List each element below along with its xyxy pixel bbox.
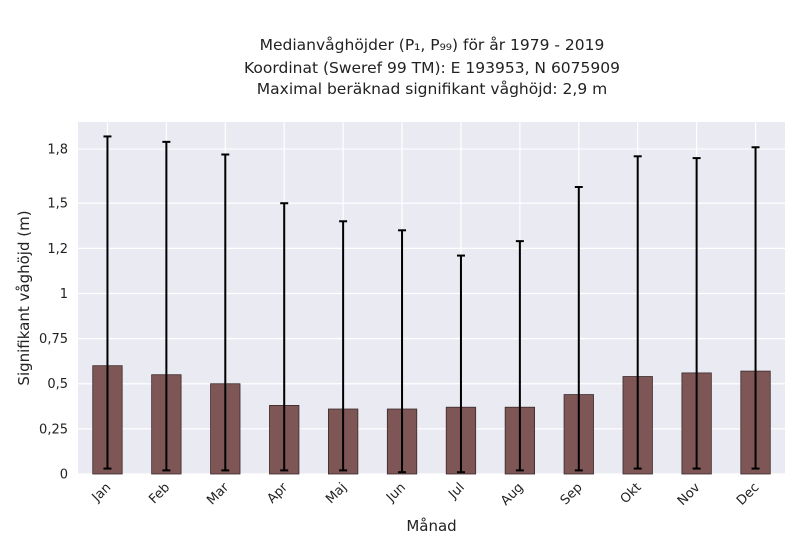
- error-bars: [103, 135, 760, 474]
- chart-title-line-3: Maximal beräknad signifikant våghöjd: 2,…: [256, 80, 608, 98]
- y-tick-label: 1,5: [47, 197, 68, 212]
- x-tick-label: Mar: [204, 480, 232, 508]
- x-tick-label: Nov: [675, 480, 704, 509]
- x-tick-label: Apr: [265, 480, 292, 507]
- x-tick-label: Jul: [445, 480, 467, 502]
- x-tick-label: Maj: [323, 480, 350, 507]
- y-axis-label: Signifikant våghöjd (m): [15, 210, 33, 385]
- y-tick-label: 1: [60, 287, 68, 302]
- y-tick-label: 0,75: [39, 332, 68, 347]
- x-axis-label: Månad: [406, 517, 456, 535]
- x-tick-label: Sep: [558, 480, 586, 508]
- x-tick-label: Feb: [146, 480, 173, 507]
- y-tick-label: 1,8: [47, 143, 68, 158]
- x-tick-label: Jun: [383, 480, 409, 506]
- x-tick-label: Dec: [734, 480, 762, 508]
- y-tick-label: 0,25: [39, 422, 68, 437]
- y-tick-labels: 0 0,25 0,5 0,75 1 1,2 1,5 1,8: [39, 143, 68, 483]
- chart-title-line-2: Koordinat (Sweref 99 TM): E 193953, N 60…: [244, 59, 620, 77]
- y-tick-label: 0: [60, 468, 68, 483]
- x-tick-label: Jan: [89, 480, 114, 505]
- x-tick-labels: Jan Feb Mar Apr Maj Jun Jul Aug Sep Okt Nov Dec: [89, 480, 763, 509]
- chart-title-line-1: Medianvåghöjder (P₁, P₉₉) för år 1979 - …: [259, 36, 605, 54]
- plot-area: [78, 122, 785, 474]
- y-tick-label: 1,2: [47, 242, 68, 257]
- x-tick-label: Aug: [498, 480, 527, 509]
- x-tick-label: Okt: [618, 480, 645, 507]
- y-tick-label: 0,5: [47, 377, 68, 392]
